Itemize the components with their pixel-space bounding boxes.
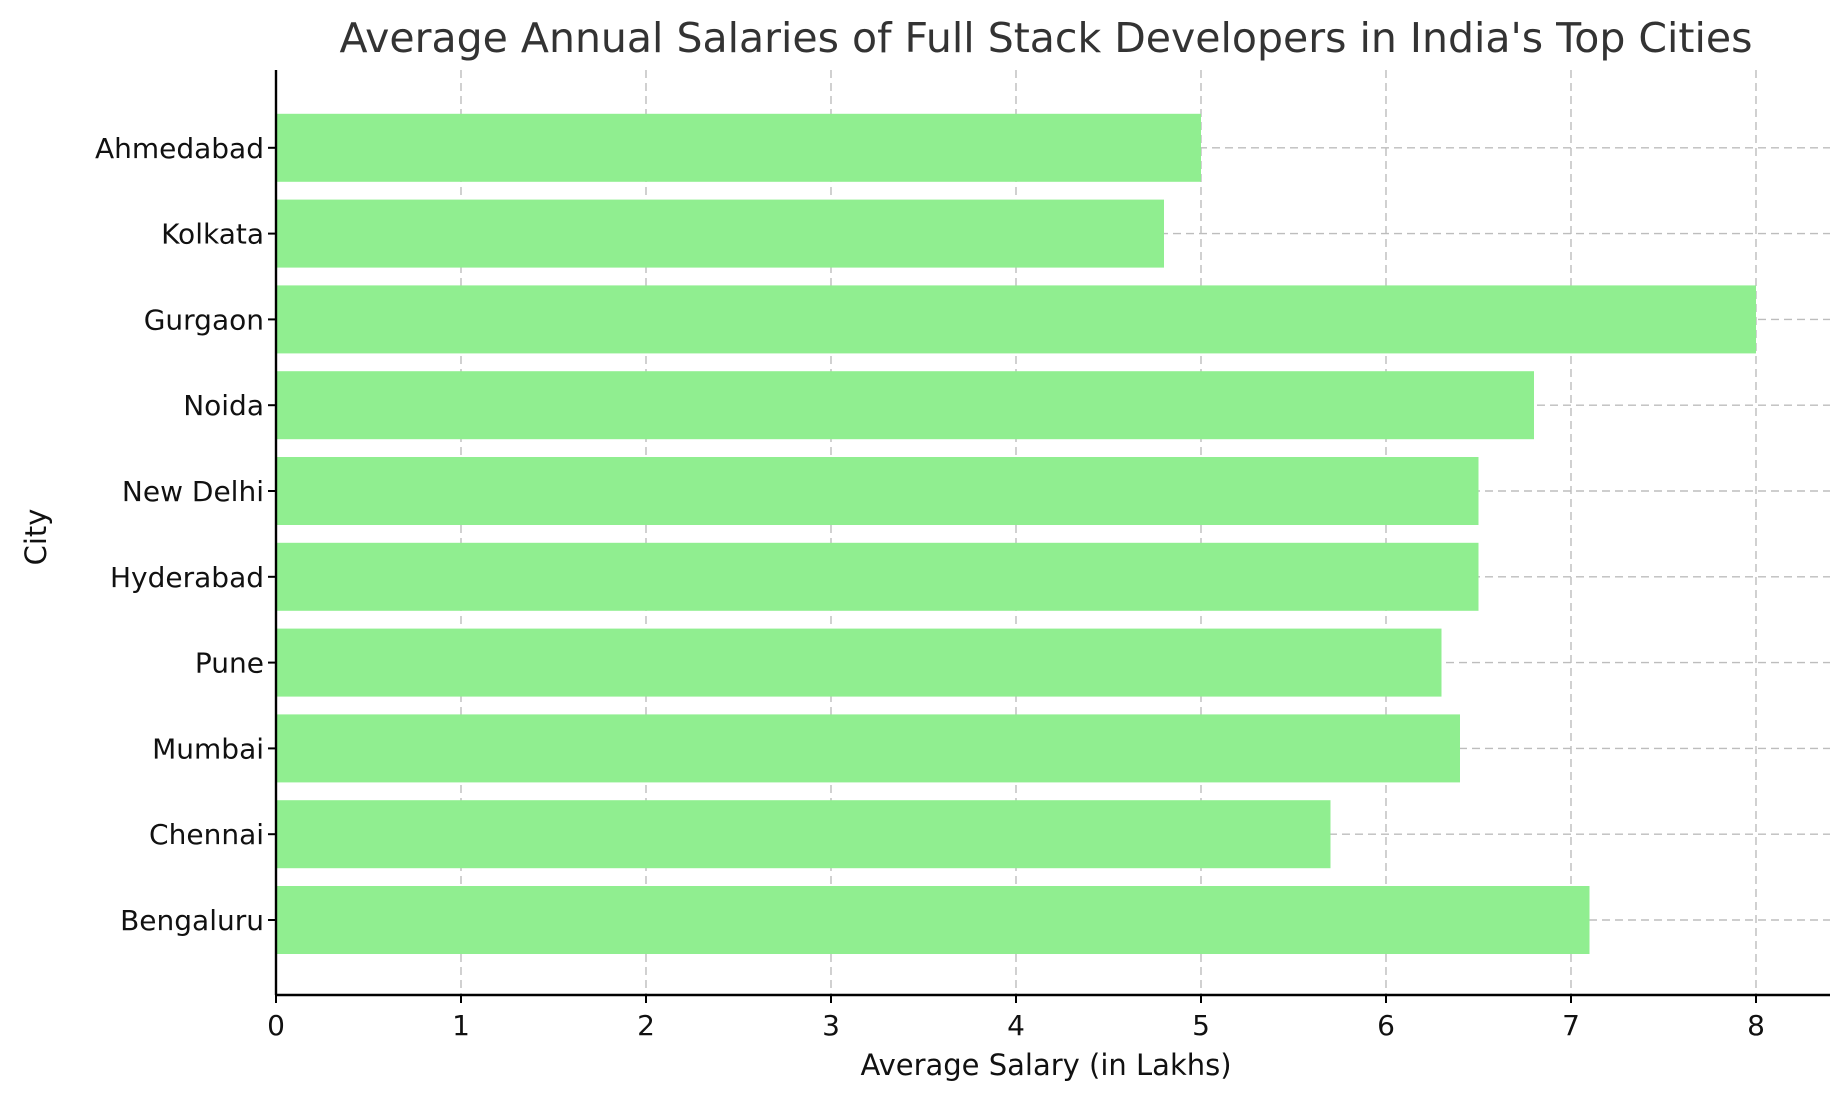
y-tick-label: Ahmedabad (95, 132, 264, 165)
x-tick-label: 5 (1192, 1009, 1210, 1042)
y-tick-label: Noida (183, 389, 264, 422)
y-tick-label: Kolkata (161, 218, 264, 251)
bar-mumbai (276, 714, 1460, 783)
bar-chennai (276, 800, 1331, 869)
y-axis-label: City (19, 509, 53, 566)
bars-layer (276, 113, 1756, 954)
y-tick-label: Gurgaon (144, 303, 264, 336)
bar-hyderabad (276, 542, 1479, 611)
ticks-layer: 0 1 2 3 4 5 6 7 8 Bengaluru Chennai Mumbai Pune Hyder… (95, 132, 1765, 1042)
y-tick-label: Pune (195, 647, 264, 680)
bar-ahmedabad (276, 113, 1201, 182)
bar-bengaluru (276, 886, 1590, 954)
y-tick-label: New Delhi (122, 475, 264, 508)
x-tick-label: 6 (1377, 1009, 1395, 1042)
y-tick-label: Mumbai (152, 732, 264, 765)
bar-new-delhi (276, 457, 1479, 525)
y-tick-label: Hyderabad (110, 561, 264, 594)
x-axis-label: Average Salary (in Lakhs) (860, 1048, 1231, 1082)
x-tick-label: 7 (1562, 1009, 1580, 1042)
x-tick-label: 0 (267, 1009, 285, 1042)
y-tick-label: Chennai (149, 818, 264, 851)
x-tick-label: 4 (1007, 1009, 1025, 1042)
bar-kolkata (276, 199, 1164, 268)
bar-noida (276, 371, 1534, 440)
x-tick-label: 8 (1747, 1009, 1765, 1042)
y-tick-label: Bengaluru (120, 904, 264, 937)
x-tick-label: 1 (452, 1009, 470, 1042)
bar-pune (276, 628, 1442, 697)
bar-gurgaon (276, 285, 1756, 354)
chart-title: Average Annual Salaries of Full Stack De… (340, 14, 1753, 62)
x-tick-label: 3 (822, 1009, 840, 1042)
x-tick-label: 2 (637, 1009, 655, 1042)
